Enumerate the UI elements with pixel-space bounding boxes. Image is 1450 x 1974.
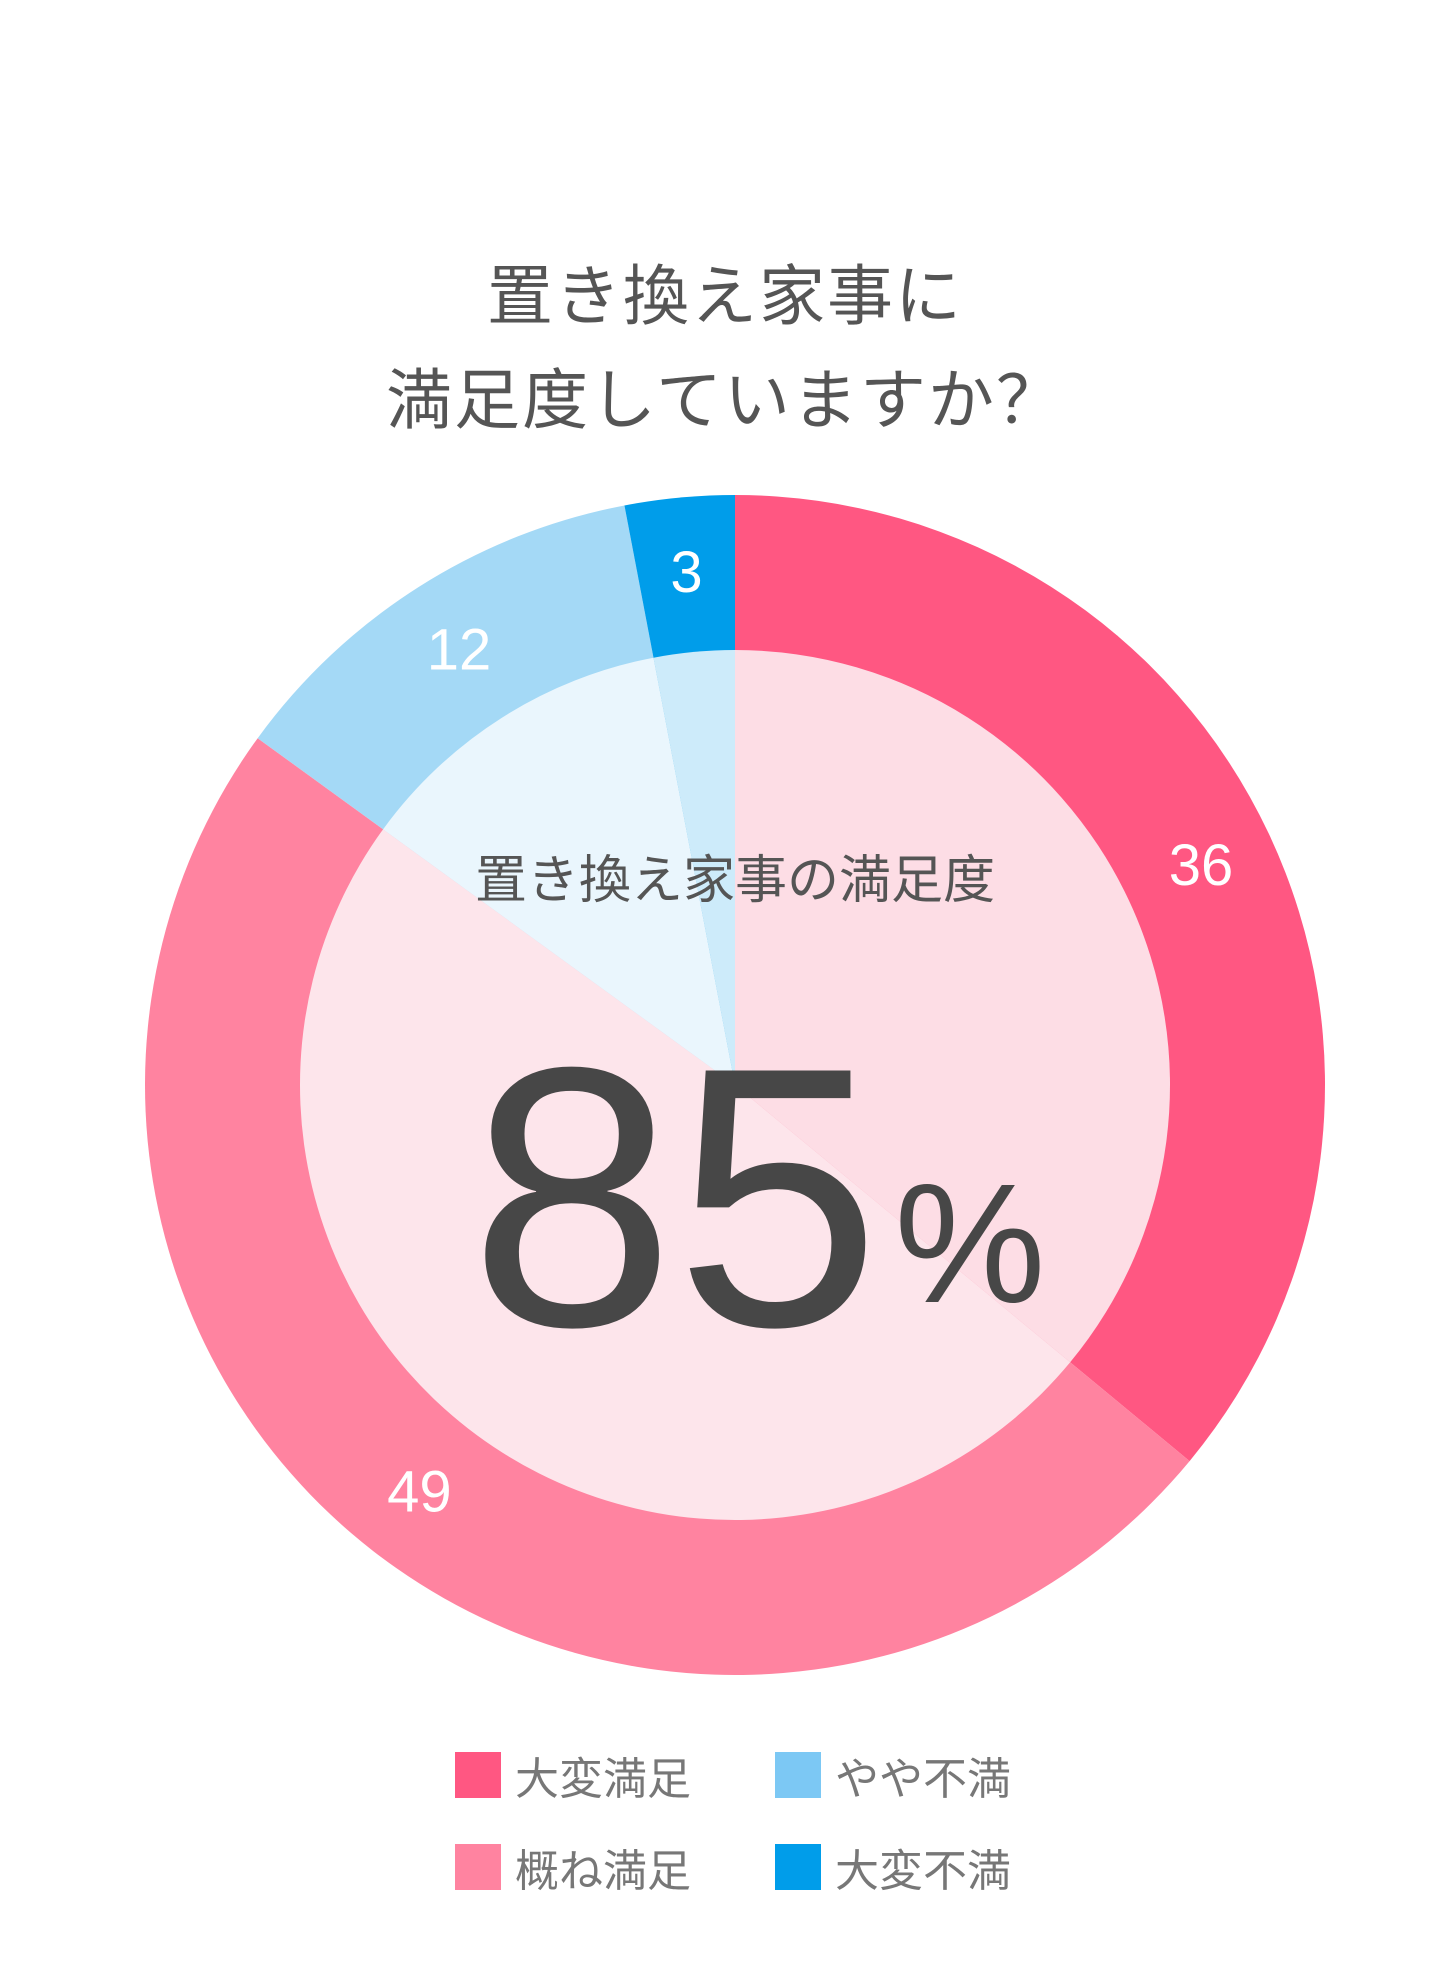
legend-item: 大変不満: [775, 1842, 1011, 1897]
legend-swatch: [775, 1752, 821, 1798]
legend-label: 大変満足: [515, 1754, 691, 1805]
slice-value-label: 3: [670, 540, 702, 605]
legend-swatch: [455, 1844, 501, 1890]
legend: 大変満足 やや不満 概ね満足 大変不満: [455, 1750, 1055, 1950]
slice-value-label: 49: [387, 1459, 452, 1524]
legend-label: 大変不満: [835, 1846, 1011, 1897]
chart-title-line1: 置き換え家事に: [487, 258, 963, 335]
legend-label: やや不満: [835, 1754, 1011, 1805]
legend-item: やや不満: [775, 1750, 1011, 1805]
legend-item: 大変満足: [455, 1750, 691, 1805]
slice-value-label: 12: [427, 618, 492, 683]
legend-label: 概ね満足: [515, 1846, 691, 1897]
inner-slice: [653, 650, 735, 1085]
center-label: 置き換え家事の満足度: [475, 851, 995, 911]
center-unit: %: [894, 1149, 1045, 1339]
slice-labels: 36 49 12 3: [387, 540, 1233, 1525]
slice-value-label: 36: [1169, 833, 1234, 898]
chart-title-line2: 満足度していますか？: [385, 362, 1065, 439]
legend-item: 概ね満足: [455, 1842, 691, 1897]
inner-slice: [383, 657, 735, 1085]
legend-swatch: [455, 1752, 501, 1798]
inner-slice: [735, 650, 1170, 1363]
inner-slice: [299, 829, 1071, 1521]
center-value: 85: [469, 991, 881, 1404]
chart-title: 置き換え家事に 満足度していますか？: [0, 245, 1450, 453]
legend-swatch: [775, 1844, 821, 1890]
inner-disc: [299, 650, 1170, 1521]
